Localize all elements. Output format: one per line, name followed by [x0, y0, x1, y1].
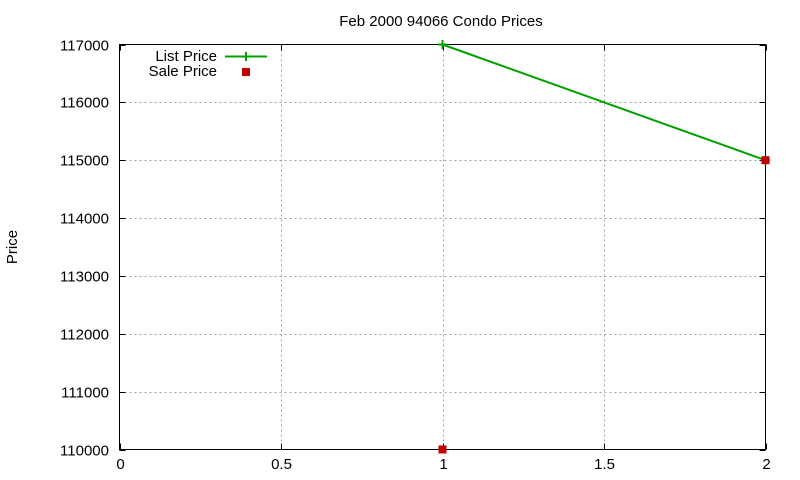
- x-tick-label: 1.5: [594, 456, 615, 473]
- y-tick-label: 117000: [60, 38, 109, 55]
- y-tick-label: 110000: [60, 443, 109, 460]
- sale-price-point: [438, 445, 447, 454]
- legend: List Price Sale Price: [149, 48, 267, 80]
- list-price-point: [438, 40, 447, 49]
- y-tick-label: 114000: [60, 211, 109, 228]
- x-tick-label: 2: [762, 456, 770, 473]
- legend-label-list-price: List Price: [155, 48, 217, 65]
- x-tick-label: 0.5: [271, 456, 292, 473]
- x-tick-label: 0: [116, 456, 124, 473]
- plot-frame: [119, 44, 766, 450]
- y-tick-label: 116000: [60, 95, 109, 112]
- series: [438, 40, 770, 454]
- grid: [119, 44, 766, 450]
- y-tick-label: 111000: [61, 385, 109, 402]
- x-tick-label: 1: [439, 456, 447, 473]
- y-tick-label: 113000: [60, 269, 109, 286]
- legend-square-icon: [242, 68, 250, 76]
- y-tick-label: 112000: [60, 327, 109, 344]
- list-price-line: [442, 43, 766, 162]
- chart-title: Feb 2000 94066 Condo Prices: [339, 13, 542, 30]
- legend-label-sale-price: Sale Price: [149, 63, 217, 80]
- y-tick-label: 115000: [60, 153, 109, 170]
- legend-cross-icon: [241, 52, 251, 61]
- tick-labels: 0 0.5 1 1.5 2 110000 111000 112000 113000 114000 1…: [60, 38, 771, 474]
- sale-price-point: [761, 156, 770, 165]
- y-axis-label: Price: [4, 230, 21, 264]
